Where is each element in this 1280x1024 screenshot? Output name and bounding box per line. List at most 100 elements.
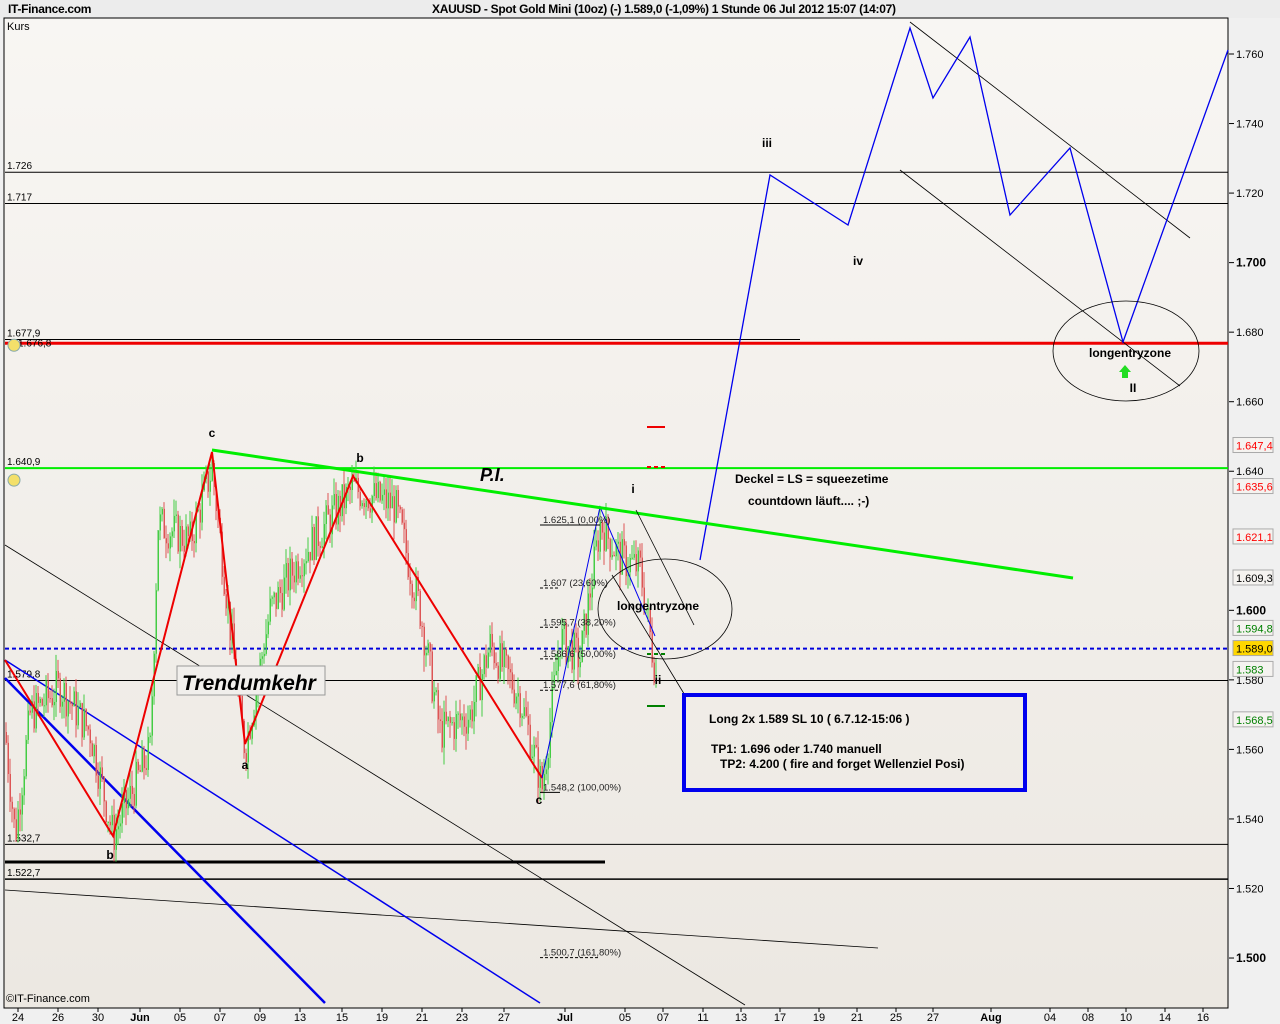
candle-body	[453, 722, 455, 739]
candle-body	[187, 526, 189, 537]
candle-body	[321, 546, 323, 548]
candle-body	[405, 529, 407, 554]
candle-body	[57, 670, 59, 679]
candle-body	[529, 724, 531, 759]
x-tick-label: 19	[376, 1012, 388, 1024]
candle-body	[63, 682, 65, 702]
candle-body	[381, 494, 383, 501]
candle-body	[315, 516, 317, 560]
fib-label: 1.607 (23,60%)	[543, 578, 608, 589]
candle-body	[41, 698, 43, 706]
price-badge-label: 1.635,6	[1236, 482, 1273, 494]
x-tick-label: 07	[657, 1012, 669, 1024]
candle-body	[207, 471, 209, 492]
x-tick-label: 23	[456, 1012, 468, 1024]
candle-body	[147, 737, 149, 770]
candle-body	[119, 823, 121, 827]
candle-body	[415, 576, 417, 602]
candle-body	[647, 608, 649, 610]
wave-label: ii	[655, 673, 662, 687]
y-tick-label: 1.520	[1236, 883, 1264, 895]
candle-body	[423, 626, 425, 656]
candle-body	[301, 575, 303, 577]
annotation-trendumkehr: Trendumkehr	[182, 672, 318, 695]
candle-body	[323, 524, 325, 547]
candle-body	[435, 690, 437, 693]
candle-body	[547, 757, 549, 770]
candle-body	[133, 794, 135, 806]
candle-body	[537, 747, 539, 788]
annotation-pi: P.I.	[480, 465, 505, 485]
candle-body	[261, 656, 263, 659]
candle-body	[639, 550, 641, 558]
candle-body	[621, 539, 623, 575]
candle-body	[571, 640, 573, 670]
price-badge-label: 1.568,5	[1236, 715, 1273, 727]
candle-body	[189, 521, 191, 537]
candle-body	[623, 539, 625, 546]
candle-body	[645, 609, 647, 611]
candle-body	[641, 557, 643, 588]
candle-body	[601, 521, 603, 533]
candle-body	[107, 821, 109, 823]
candle-body	[593, 546, 595, 588]
projection-path	[699, 25, 1229, 561]
fib-label: 1.577,6 (61,80%)	[543, 680, 616, 691]
candle-body	[251, 725, 253, 739]
price-badge	[1232, 478, 1274, 495]
candle-body	[603, 532, 605, 551]
candle-body	[141, 749, 143, 772]
candle-body	[633, 554, 635, 558]
candle-body	[287, 563, 289, 591]
candle-body	[459, 713, 461, 721]
x-tick-label: 26	[52, 1012, 64, 1024]
candle-body	[443, 711, 445, 748]
y-tick-label: 1.540	[1236, 814, 1264, 826]
y-tick-label: 1.500	[1236, 951, 1266, 965]
bell-icon	[7, 473, 21, 487]
candle-body	[419, 590, 421, 627]
candle-body	[127, 798, 129, 809]
candle-body	[143, 749, 145, 769]
candle-body	[293, 575, 295, 583]
candle-body	[649, 608, 651, 633]
candle-body	[395, 490, 397, 523]
candle-body	[469, 709, 471, 720]
candle-body	[493, 646, 495, 664]
candle-body	[471, 709, 473, 722]
candle-body	[551, 686, 553, 723]
candle-body	[483, 655, 485, 675]
candle-body	[457, 713, 459, 715]
candle-body	[333, 494, 335, 506]
candle-body	[101, 767, 103, 778]
candle-body	[53, 701, 55, 706]
y-tick-label: 1.760	[1236, 49, 1264, 61]
candle-body	[563, 622, 565, 629]
candle-body	[29, 710, 31, 713]
entry-zone-ellipse	[1052, 300, 1200, 402]
candle-body	[345, 486, 347, 509]
candle-body	[305, 561, 307, 564]
chart-title: XAUUSD - Spot Gold Mini (10oz) (-) 1.589…	[432, 2, 896, 16]
candle-body	[413, 597, 415, 602]
x-tick-label: 25	[890, 1012, 902, 1024]
candle-body	[149, 735, 151, 738]
candle-body	[489, 633, 491, 653]
candle-body	[103, 777, 105, 802]
candle-body	[283, 577, 285, 610]
candle-body	[327, 505, 329, 515]
x-tick-label: 27	[927, 1012, 939, 1024]
candle-body	[619, 541, 621, 575]
candle-body	[379, 481, 381, 501]
y-tick-label: 1.720	[1236, 188, 1264, 200]
candle-body	[607, 516, 609, 539]
candle-body	[481, 674, 483, 701]
candle-body	[19, 809, 21, 815]
candle-body	[447, 716, 449, 722]
wedge-line	[611, 574, 687, 698]
trade-text: Long 2x 1.589 SL 10 ( 6.7.12-15:06 )	[709, 712, 910, 726]
wave-label: iii	[762, 136, 772, 150]
candle-body	[123, 790, 125, 804]
candle-body	[519, 693, 521, 718]
